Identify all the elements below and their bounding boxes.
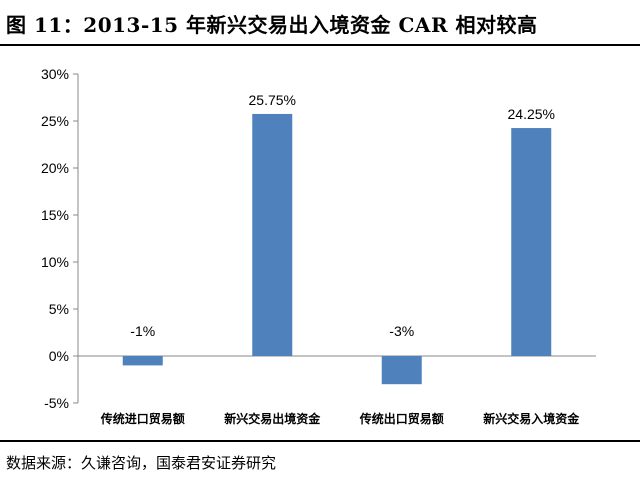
y-tick-label: 20% <box>41 160 69 176</box>
bar <box>381 356 422 385</box>
bar <box>122 356 163 366</box>
source-note: 数据来源：久谦咨询，国泰君安证券研究 <box>6 454 277 472</box>
y-tick-label: 15% <box>41 207 69 223</box>
bar <box>511 128 552 356</box>
y-tick-label: -5% <box>44 395 69 411</box>
title-bar: 图 11：2013-15 年新兴交易出入境资金 CAR 相对较高 <box>0 0 640 46</box>
data-label: -3% <box>389 323 414 339</box>
category-label: 传统出口贸易额 <box>359 411 444 426</box>
footer-rule <box>0 440 640 442</box>
category-label: 新兴交易入境资金 <box>483 411 580 426</box>
data-label: 25.75% <box>249 92 296 108</box>
chart-title: 图 11：2013-15 年新兴交易出入境资金 CAR 相对较高 <box>6 13 538 37</box>
category-label: 传统进口贸易额 <box>100 411 185 426</box>
bar <box>252 113 293 356</box>
data-label: -1% <box>130 323 155 339</box>
data-label: 24.25% <box>508 106 555 122</box>
y-tick-label: 25% <box>41 113 69 129</box>
y-tick-label: 0% <box>49 348 69 364</box>
chart-area: -5% 0% 5% 10% 15% 20% 25% 30% -1% 传统进口贸易额 25.75% 新兴… <box>0 48 640 440</box>
bar-chart: -5% 0% 5% 10% 15% 20% 25% 30% -1% 传统进口贸易额 25.75% 新兴… <box>41 66 596 426</box>
y-tick-label: 30% <box>41 66 69 82</box>
y-tick-label: 5% <box>49 301 69 317</box>
y-tick-label: 10% <box>41 254 69 270</box>
category-label: 新兴交易出境资金 <box>224 411 321 426</box>
